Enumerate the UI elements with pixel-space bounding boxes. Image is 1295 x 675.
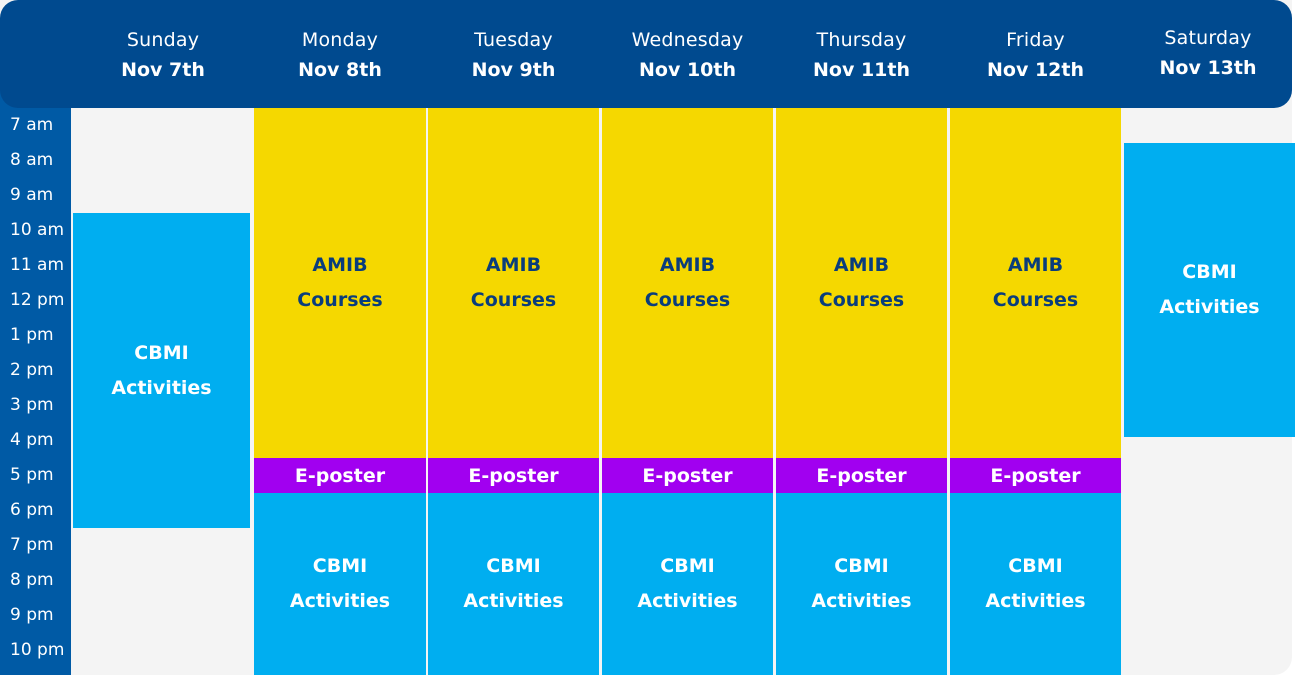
time-label: 6 pm <box>10 500 54 520</box>
event-cbmi-activities-thursday[interactable]: CBMI Activities <box>776 493 947 675</box>
event-cbmi-activities-monday[interactable]: CBMI Activities <box>254 493 426 675</box>
day-date: Nov 7th <box>121 59 205 81</box>
event-title: AMIB <box>1007 254 1064 276</box>
day-date: Nov 10th <box>638 59 736 81</box>
event-amib-courses-thursday[interactable]: AMIB Courses <box>776 108 947 458</box>
time-label: 8 pm <box>10 570 54 590</box>
event-subtitle: Activities <box>985 590 1086 612</box>
event-cbmi-activities-friday[interactable]: CBMI Activities <box>950 493 1121 675</box>
time-label: 4 pm <box>10 430 54 450</box>
event-subtitle: Courses <box>297 289 383 311</box>
event-subtitle: Activities <box>289 590 391 612</box>
event-eposter-wednesday[interactable]: E-poster <box>602 458 773 493</box>
day-header-wednesday: Wednesday Nov 10th <box>602 0 773 108</box>
day-name: Tuesday <box>474 29 553 51</box>
time-label: 2 pm <box>10 360 54 380</box>
time-label: 9 am <box>10 185 54 205</box>
event-subtitle: Activities <box>637 590 738 612</box>
event-title: E-poster <box>990 464 1081 487</box>
event-title: CBMI <box>312 555 368 577</box>
day-date: Nov 13th <box>1159 57 1257 79</box>
day-name: Wednesday <box>631 29 744 51</box>
event-subtitle: Courses <box>470 289 557 311</box>
time-label: 7 am <box>10 115 54 135</box>
event-cbmi-activities-saturday[interactable]: CBMI Activities <box>1124 143 1295 437</box>
event-title: CBMI <box>660 555 715 577</box>
day-name: Monday <box>301 29 379 51</box>
event-title: AMIB <box>485 254 542 276</box>
day-name: Thursday <box>816 29 907 51</box>
day-date: Nov 12th <box>986 59 1084 81</box>
day-header-thursday: Thursday Nov 11th <box>776 0 947 108</box>
event-title: E-poster <box>468 464 559 487</box>
day-date: Nov 8th <box>298 59 382 81</box>
event-eposter-thursday[interactable]: E-poster <box>776 458 947 493</box>
time-label: 10 am <box>10 220 65 240</box>
event-eposter-monday[interactable]: E-poster <box>254 458 426 493</box>
event-amib-courses-friday[interactable]: AMIB Courses <box>950 108 1121 458</box>
day-name: Sunday <box>126 29 200 51</box>
event-title: CBMI <box>486 555 541 577</box>
event-amib-courses-tuesday[interactable]: AMIB Courses <box>428 108 599 458</box>
event-title: E-poster <box>816 464 907 487</box>
event-subtitle: Activities <box>1159 296 1260 318</box>
event-eposter-friday[interactable]: E-poster <box>950 458 1121 493</box>
day-name: Friday <box>1006 29 1065 51</box>
event-title: CBMI <box>134 341 189 364</box>
event-title: CBMI <box>834 555 889 577</box>
event-title: CBMI <box>1182 261 1237 283</box>
time-label: 9 pm <box>10 605 54 625</box>
event-subtitle: Activities <box>111 376 212 399</box>
event-title: AMIB <box>659 254 716 276</box>
event-subtitle: Activities <box>811 590 912 612</box>
event-title: CBMI <box>1008 555 1063 577</box>
event-subtitle: Courses <box>992 289 1079 311</box>
day-header-tuesday: Tuesday Nov 9th <box>428 0 599 108</box>
time-label: 3 pm <box>10 395 54 415</box>
event-eposter-tuesday[interactable]: E-poster <box>428 458 599 493</box>
day-date: Nov 9th <box>471 59 556 81</box>
time-column: 7 am 8 am 9 am 10 am 11 am 12 pm 1 pm 2 … <box>0 60 71 675</box>
day-date: Nov 11th <box>812 59 910 81</box>
time-label: 1 pm <box>10 325 54 345</box>
time-label: 12 pm <box>10 290 65 310</box>
event-title: AMIB <box>312 254 368 276</box>
event-cbmi-activities-tuesday[interactable]: CBMI Activities <box>428 493 599 675</box>
time-label: 8 am <box>10 150 54 170</box>
time-label: 5 pm <box>10 465 54 485</box>
event-amib-courses-monday[interactable]: AMIB Courses <box>254 108 426 458</box>
day-header-friday: Friday Nov 12th <box>950 0 1121 108</box>
event-amib-courses-wednesday[interactable]: AMIB Courses <box>602 108 773 458</box>
day-name: Saturday <box>1164 27 1252 49</box>
event-cbmi-activities-wednesday[interactable]: CBMI Activities <box>602 493 773 675</box>
time-label: 10 pm <box>10 640 65 660</box>
event-title: E-poster <box>294 464 386 487</box>
day-header-monday: Monday Nov 8th <box>254 0 426 108</box>
time-label: 11 am <box>10 255 65 275</box>
event-title: AMIB <box>833 254 890 276</box>
calendar-header: Sunday Nov 7th Monday Nov 8th Tuesday No… <box>0 0 1292 108</box>
event-cbmi-activities-sunday[interactable]: CBMI Activities <box>73 213 250 528</box>
day-header-sunday: Sunday Nov 7th <box>73 0 253 108</box>
day-header-saturday: Saturday Nov 13th <box>1124 0 1292 108</box>
event-title: E-poster <box>642 464 733 487</box>
time-label: 7 pm <box>10 535 54 555</box>
event-subtitle: Activities <box>463 590 564 612</box>
event-subtitle: Courses <box>818 289 905 311</box>
event-subtitle: Courses <box>644 289 731 311</box>
